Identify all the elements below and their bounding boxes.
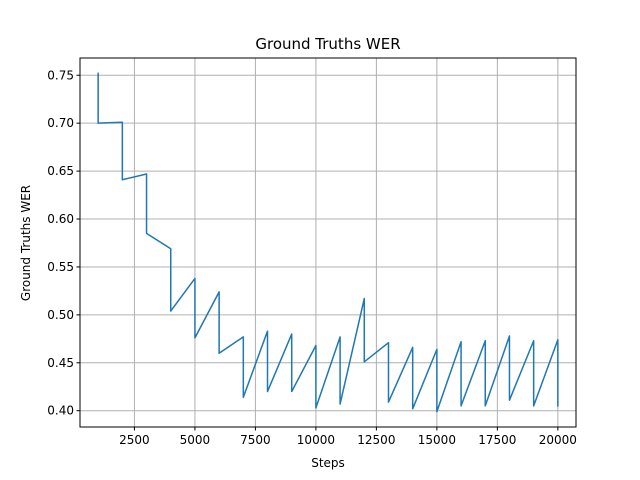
x-tick-label: 17500 [478, 433, 516, 447]
series-line [97, 72, 559, 413]
y-tick-label: 0.40 [47, 404, 74, 418]
chart-title: Ground Truths WER [255, 35, 400, 53]
y-axis-label: Ground Truths WER [19, 185, 33, 301]
plot-frame [79, 57, 577, 428]
y-tick-label: 0.75 [47, 68, 74, 82]
x-tick-label: 7500 [240, 433, 271, 447]
y-tick-label: 0.60 [47, 212, 74, 226]
x-tick-label: 5000 [180, 433, 211, 447]
plot-background [80, 58, 576, 427]
x-tick-label: 15000 [418, 433, 456, 447]
axis-ticks: 2500 5000 7500 10000 12500 15000 17500 20000 0.4… [47, 68, 577, 447]
y-tick-label: 0.65 [47, 164, 74, 178]
x-tick-label: 12500 [357, 433, 395, 447]
data-series [97, 72, 559, 413]
y-tick-label: 0.45 [47, 356, 74, 370]
x-tick-label: 2500 [119, 433, 150, 447]
y-tick-label: 0.70 [47, 116, 74, 130]
y-tick-label: 0.50 [47, 308, 74, 322]
x-tick-label: 20000 [539, 433, 577, 447]
y-tick-label: 0.55 [47, 260, 74, 274]
x-tick-label: 10000 [297, 433, 335, 447]
x-axis-label: Steps [311, 456, 345, 470]
